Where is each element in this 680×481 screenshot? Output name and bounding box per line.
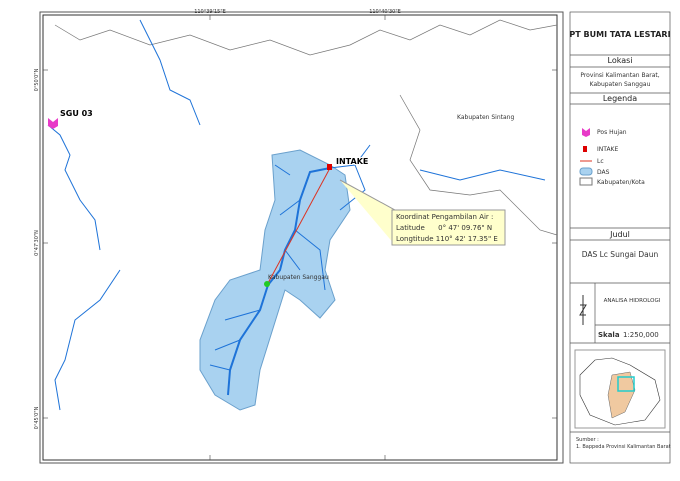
river (47, 124, 101, 251)
grid (43, 15, 557, 460)
north-arrow (579, 295, 587, 325)
station-label: SGU 03 (60, 109, 93, 118)
map-title: DAS Lc Sungai Daun (582, 250, 659, 259)
callout-text: Koordinat Pengambilan Air : (396, 213, 493, 221)
grid-label: 0°50'0"N (34, 68, 40, 91)
callout-text: Longtitude 110° 42' 17.35" E (396, 235, 498, 243)
intake-marker (327, 164, 332, 170)
inset-extent (617, 376, 635, 392)
grid-label: 110°39'15"E (194, 9, 226, 15)
grid-label: 0°45'0"N (34, 406, 40, 429)
grid-label: 110°40'30"E (369, 9, 401, 15)
legend-label: Lc (597, 158, 604, 165)
legend-label: DAS (597, 169, 610, 176)
district-boundary (399, 94, 558, 236)
region-label: Kabupaten Sanggau (268, 274, 329, 281)
river (419, 169, 546, 181)
inset-province (579, 357, 661, 426)
lc-line (266, 167, 331, 286)
location: Provinsi Kalimantan Barat, (580, 72, 659, 79)
grid-label: 0°47'30"N (34, 230, 40, 256)
intake-label: INTAKE (336, 157, 368, 166)
map-border (39, 11, 564, 464)
region-label: Kabupaten Sintang (457, 114, 514, 121)
legend-symbol (579, 167, 593, 176)
rain-station (48, 118, 58, 129)
scale: 1:250,000 (623, 331, 659, 339)
river (54, 269, 121, 411)
source: 1. Bappeda Provinsi Kalimantan Barat (576, 444, 671, 450)
main-river (227, 167, 331, 396)
inset-regency (607, 371, 636, 419)
location: Kabupaten Sanggau (590, 81, 651, 88)
heading: Lokasi (608, 56, 633, 65)
sidebar (569, 11, 671, 464)
river (139, 19, 201, 126)
legend-symbol (579, 177, 593, 186)
legend-symbol (582, 128, 590, 137)
map-frame (42, 14, 558, 461)
company: PT BUMI TATA LESTARI (569, 30, 670, 39)
town-marker (264, 281, 270, 287)
tributary (209, 144, 371, 371)
legend-label: INTAKE (597, 146, 618, 153)
source: Sumber : (576, 437, 599, 443)
scale-label: Skala (598, 331, 620, 339)
callout-box (391, 209, 506, 246)
legend-label: Pos Hujan (597, 129, 627, 136)
district-boundary (54, 19, 558, 56)
subtitle: ANALISA HIDROLOGI (604, 298, 661, 304)
legend-symbol (583, 146, 587, 152)
legend-label: Kabupaten/Kota (597, 179, 645, 186)
callout-text: Latitude 0° 47' 09.76" N (396, 224, 492, 232)
heading: Legenda (603, 94, 637, 103)
heading: Judul (609, 230, 630, 239)
